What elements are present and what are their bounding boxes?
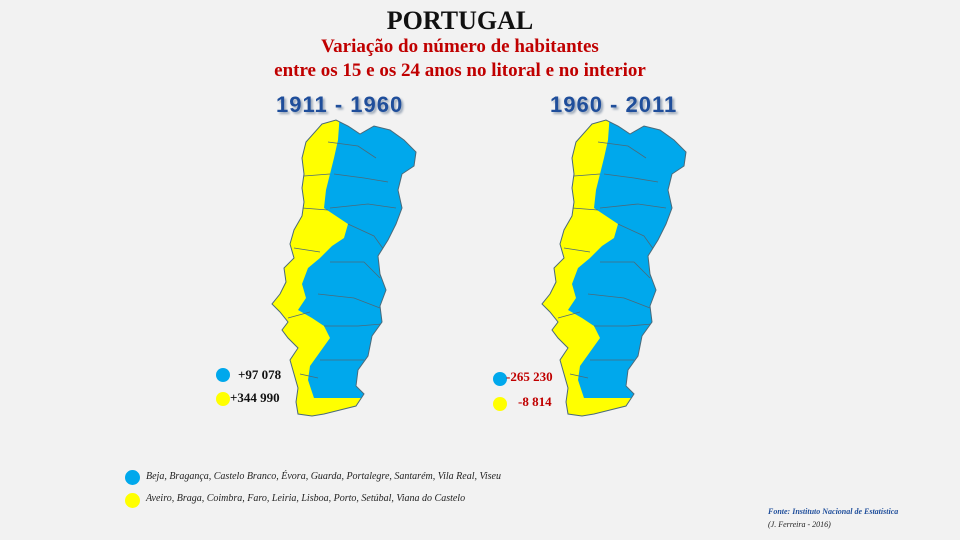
interior-dot-1960-2011	[493, 372, 507, 386]
subtitle-line-2: entre os 15 e os 24 anos no litoral e no…	[274, 60, 646, 81]
interior-dot-1911-1960	[216, 368, 230, 382]
portugal-map-1960-2011	[541, 119, 687, 417]
interior-value-1911-1960: +97 078	[238, 367, 282, 382]
legend-litoral-dot	[125, 493, 140, 508]
period-label-1911-1960: 1911 - 1960	[276, 92, 404, 117]
interior-value-1960-2011: -265 230	[506, 369, 553, 384]
source-credit: Fonte: Instituto Nacional de Estatística	[768, 507, 899, 516]
period-label-1960-2011: 1960 - 2011	[550, 92, 678, 117]
legend-litoral-text: Aveiro, Braga, Coimbra, Faro, Leiria, Li…	[146, 493, 466, 504]
litoral-value-1960-2011: -8 814	[518, 394, 552, 409]
litoral-dot-1960-2011	[493, 397, 507, 411]
portugal-map-1911-1960	[271, 119, 417, 417]
litoral-region	[542, 120, 686, 416]
litoral-dot-1911-1960	[216, 392, 230, 406]
page-title: PORTUGAL	[386, 6, 534, 35]
litoral-value-1911-1960: +344 990	[230, 390, 280, 405]
author-credit: (J. Ferreira - 2016)	[768, 520, 831, 529]
country-outline	[541, 119, 687, 417]
district-borders	[557, 141, 667, 379]
legend-interior-dot	[125, 470, 140, 485]
district-borders	[287, 141, 397, 379]
litoral-region	[272, 120, 416, 416]
subtitle-line-1: Variação do número de habitantes	[321, 36, 599, 57]
legend-interior-text: Beja, Bragança, Castelo Branco, Évora, G…	[146, 471, 501, 482]
country-outline	[271, 119, 417, 417]
